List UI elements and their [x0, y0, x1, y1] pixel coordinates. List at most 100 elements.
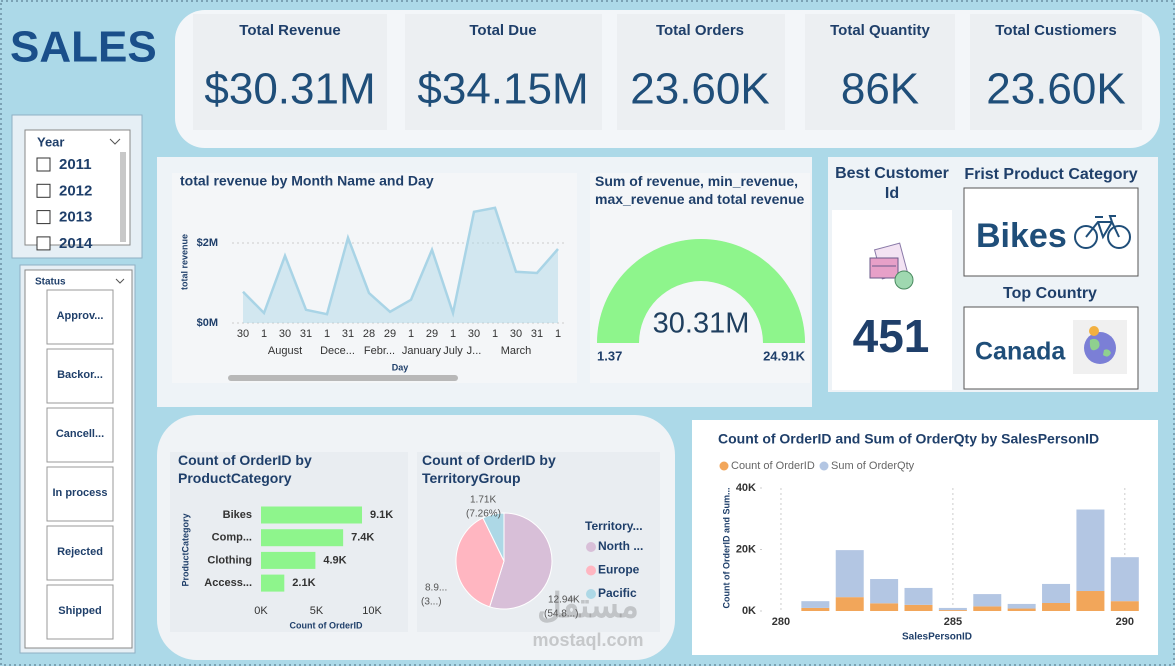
data-label: (3...)	[421, 597, 442, 608]
kpi-label: Total Custiomers	[995, 22, 1116, 39]
slicer-option: 2013	[59, 209, 92, 226]
legend-label: Sum of OrderQty	[831, 460, 915, 472]
x-group-label: August	[268, 345, 302, 357]
y-axis-label: total revenue	[179, 234, 189, 290]
chart-title: Count of OrderID and Sum of OrderQty by …	[718, 431, 1099, 447]
checkbox[interactable]	[36, 236, 51, 251]
slicer-button[interactable]	[46, 584, 114, 640]
legend-label: Count of OrderID	[731, 460, 815, 472]
x-tick-label: 290	[1116, 616, 1134, 628]
slicer-button-box: Shipped	[58, 605, 102, 618]
card-value: Bikes	[976, 217, 1067, 255]
card-title: Top Country	[1003, 285, 1097, 302]
data-label: 2.1K	[292, 577, 315, 589]
slicer-option[interactable]: Shipped	[58, 605, 102, 618]
gauge-max: 24.91K	[763, 348, 806, 363]
slicer-button[interactable]	[46, 525, 114, 581]
slicer-button-box: Backor...	[57, 369, 103, 382]
kpi-card	[193, 14, 387, 130]
slicer-option: 2011	[59, 156, 92, 173]
bar-segment	[938, 607, 967, 611]
x-tick-label: 30	[237, 328, 249, 340]
chart-title: Sum of revenue, min_revenue, max_revenue…	[595, 173, 805, 207]
x-axis-label: Count of OrderID	[290, 620, 363, 630]
checkbox[interactable]	[36, 157, 51, 172]
gauge-min: 1.37	[597, 348, 622, 363]
kpi-card	[970, 14, 1142, 130]
kpi-value: 23.60K	[986, 65, 1125, 114]
x-group-label: March	[501, 345, 532, 357]
page-title: SALES	[10, 23, 157, 72]
slicer-option[interactable]: Cancell...	[55, 428, 105, 441]
pie-slice	[489, 512, 553, 610]
bar-segment	[904, 604, 933, 611]
slicer-button-box: Cancell...	[55, 428, 105, 441]
x-tick-label: 31	[342, 328, 354, 340]
chart-card	[172, 173, 577, 383]
data-label: 4.9K	[323, 554, 346, 566]
bar-segment	[1110, 601, 1139, 611]
bar-segment	[938, 610, 967, 611]
bar	[261, 506, 363, 524]
y-tick-label: Clothing	[207, 554, 252, 566]
chart-title-box: Count of OrderID by TerritoryGroup	[422, 452, 556, 486]
slicer-option[interactable]: Approv...	[56, 310, 104, 323]
kpi-card	[805, 14, 955, 130]
bar-segment	[835, 597, 864, 611]
bar-segment	[870, 579, 899, 604]
chart-title: Count of OrderID by ProductCategory	[178, 452, 312, 486]
slicer-option: 2012	[59, 182, 92, 199]
customer-card	[832, 210, 952, 390]
slicer-option[interactable]: In process	[52, 487, 108, 500]
slicer-button[interactable]	[46, 348, 114, 404]
kpi-value: 86K	[841, 65, 919, 114]
gauge-value: 30.31M	[653, 308, 750, 340]
pie-slice	[482, 512, 505, 562]
slicer-button[interactable]	[46, 407, 114, 463]
legend-swatch	[586, 542, 596, 552]
card-value: 451	[853, 310, 930, 362]
y-tick-label: 20K	[736, 543, 756, 555]
x-tick-label: 1	[261, 328, 267, 340]
bar-segment	[1042, 583, 1071, 604]
legend-swatch	[819, 461, 829, 471]
x-tick-label: 5K	[310, 605, 324, 617]
slicer-button[interactable]	[46, 466, 114, 522]
customer-icon	[869, 242, 914, 290]
slicer-button[interactable]	[46, 289, 114, 345]
card-title: Best Customer Id	[835, 165, 949, 202]
x-tick-label: 30	[279, 328, 291, 340]
chevron	[115, 278, 125, 284]
slicer-button-box: Approv...	[56, 310, 104, 323]
bar-segment	[1076, 509, 1105, 592]
legend-swatch	[586, 565, 596, 576]
checkbox[interactable]	[36, 210, 51, 225]
x-group-label: July	[443, 345, 463, 357]
kpi-value: $30.31M	[204, 65, 375, 114]
gauge-fill	[597, 239, 805, 343]
slicer-button-box: Rejected	[57, 546, 103, 559]
bar-segment	[870, 603, 899, 611]
slicer-option: 2014	[59, 235, 93, 252]
x-tick-label: 1	[492, 328, 498, 340]
x-axis-label: SalesPersonID	[902, 632, 972, 643]
watermark: mostaql.com	[532, 630, 643, 650]
bar	[261, 529, 344, 547]
x-tick-label: 30	[510, 328, 522, 340]
y-tick-label: 0K	[742, 605, 756, 617]
bar-segment	[801, 601, 830, 608]
x-tick-label: 28	[363, 328, 375, 340]
y-tick-label: Bikes	[223, 509, 252, 521]
checkbox[interactable]	[36, 183, 51, 198]
y-tick-label: $2M	[197, 237, 218, 249]
x-group-label: J...	[467, 345, 482, 357]
kpi-label: Total Orders	[656, 22, 744, 39]
scrollbar	[228, 375, 458, 381]
slicer-title: Year	[37, 134, 64, 149]
slicer-option[interactable]: Rejected	[57, 546, 103, 559]
legend-label: Europe	[598, 563, 640, 577]
bar	[261, 574, 285, 592]
slicer-option[interactable]: Backor...	[57, 369, 103, 382]
